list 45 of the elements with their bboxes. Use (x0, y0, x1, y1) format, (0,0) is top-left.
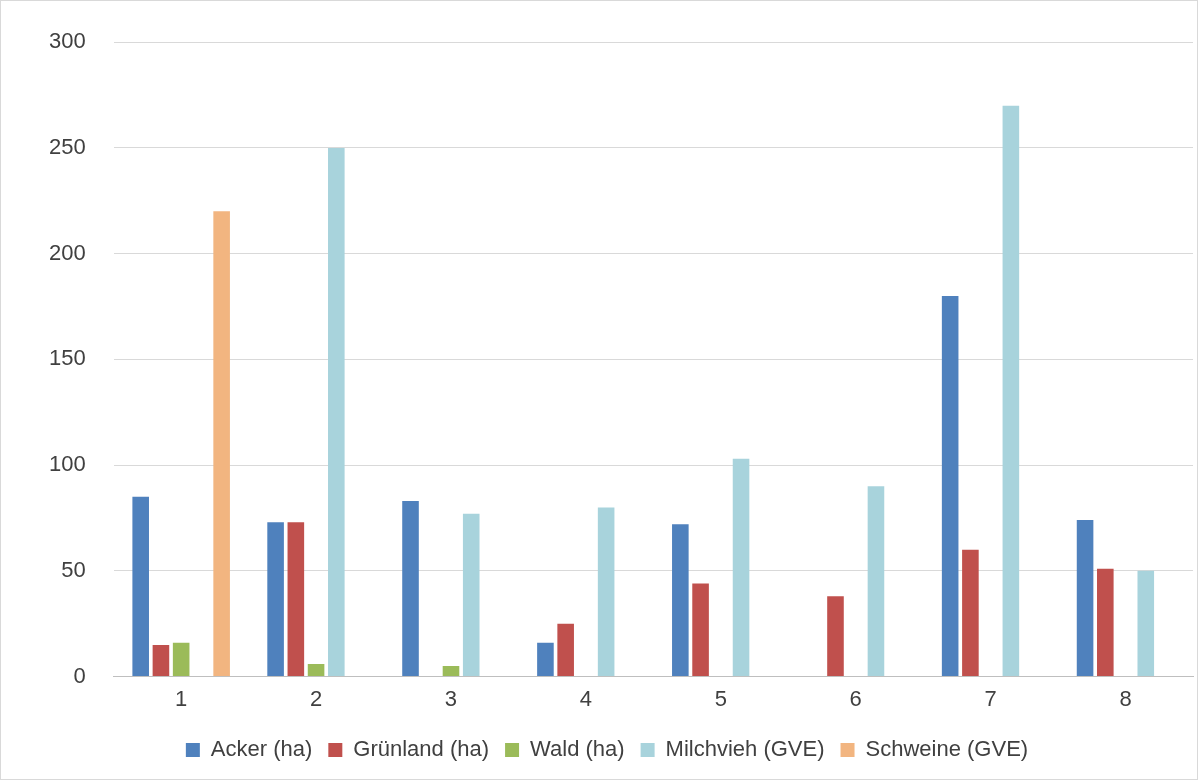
bar (442, 666, 460, 677)
bar (692, 583, 709, 677)
x-tick-label: 7 (984, 685, 997, 711)
bar (462, 513, 480, 677)
bar (267, 522, 284, 677)
y-tick-label: 200 (48, 239, 86, 265)
y-tick-label: 50 (61, 556, 86, 582)
bar (867, 486, 885, 677)
legend-label: Wald (ha) (530, 736, 625, 762)
bar (962, 549, 979, 677)
x-tick-label: 1 (175, 685, 188, 711)
bar (132, 496, 149, 677)
bar (557, 623, 574, 677)
legend-label: Milchvieh (GVE) (665, 736, 825, 762)
bar (1002, 105, 1020, 677)
bar (1137, 570, 1155, 677)
x-tick-label: 3 (444, 685, 458, 711)
x-tick-label: 5 (714, 685, 727, 711)
legend-label: Grünland (ha) (353, 736, 490, 762)
x-tick-label: 2 (309, 685, 323, 711)
y-tick-label: 150 (48, 345, 86, 371)
bar (172, 642, 190, 677)
bar (1097, 568, 1114, 677)
y-tick-label: 0 (73, 662, 86, 688)
x-tick-label: 4 (579, 685, 593, 711)
bar (402, 501, 419, 677)
legend-label: Schweine (GVE) (865, 736, 1029, 762)
bar (328, 147, 345, 677)
bar (287, 522, 305, 677)
bar (672, 524, 689, 677)
bar (537, 642, 554, 677)
x-tick-label: 8 (1119, 685, 1132, 711)
legend-label: Acker (ha) (210, 736, 313, 762)
bar (307, 663, 325, 677)
bar (827, 596, 844, 677)
y-tick-label: 100 (48, 451, 86, 477)
x-tick-label: 6 (849, 685, 862, 711)
bar (152, 644, 170, 677)
y-tick-label: 300 (48, 28, 86, 54)
bar (213, 211, 230, 677)
bar (1076, 520, 1094, 677)
bar (597, 507, 615, 677)
bar (732, 458, 750, 677)
bar (941, 295, 959, 677)
y-tick-label: 250 (48, 134, 86, 159)
